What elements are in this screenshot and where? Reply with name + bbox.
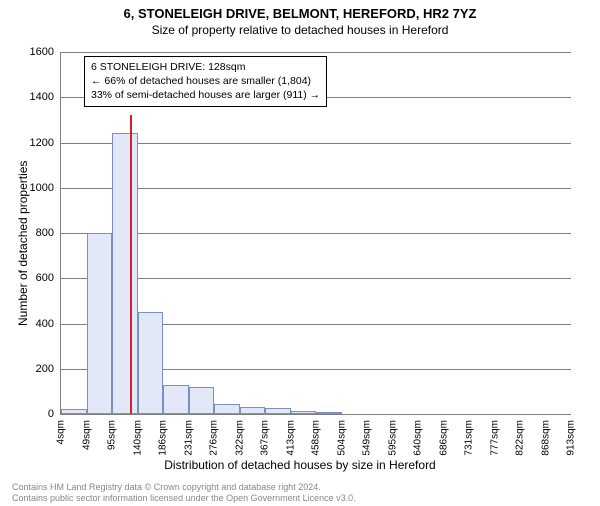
x-tick-label: 458sqm [311,420,322,456]
footer-line-2: Contains public sector information licen… [12,493,356,504]
page-title: 6, STONELEIGH DRIVE, BELMONT, HEREFORD, … [0,6,600,21]
x-tick-label: 868sqm [540,420,551,456]
x-tick-label: 276sqm [209,420,220,456]
x-tick-label: 913sqm [566,420,577,456]
histogram-bar [112,133,138,414]
histogram-bar [189,387,215,414]
histogram-chart: 4sqm49sqm95sqm140sqm186sqm231sqm276sqm32… [60,52,570,414]
y-tick-label: 1000 [14,182,54,194]
y-tick-label: 600 [14,272,54,284]
histogram-bar [265,408,291,414]
histogram-bar [138,312,164,414]
grid-line [61,233,571,234]
annotation-box: 6 STONELEIGH DRIVE: 128sqm ← 66% of deta… [84,56,327,107]
grid-line [61,278,571,279]
y-tick-label: 1200 [14,137,54,149]
histogram-bar [87,233,113,414]
grid-line [61,143,571,144]
histogram-bar [214,404,240,414]
x-tick-label: 4sqm [56,420,67,444]
x-tick-label: 413sqm [285,420,296,456]
x-tick-label: 231sqm [183,420,194,456]
x-tick-label: 777sqm [489,420,500,456]
x-tick-label: 595sqm [387,420,398,456]
histogram-bar [316,412,342,414]
page-subtitle: Size of property relative to detached ho… [0,23,600,37]
y-tick-label: 400 [14,318,54,330]
x-tick-label: 367sqm [260,420,271,456]
x-tick-label: 322sqm [234,420,245,456]
footer-attribution: Contains HM Land Registry data © Crown c… [12,482,356,504]
y-tick-label: 0 [14,408,54,420]
x-axis-label: Distribution of detached houses by size … [0,458,600,472]
x-tick-label: 504sqm [336,420,347,456]
x-tick-label: 549sqm [362,420,373,456]
x-tick-label: 140sqm [132,420,143,456]
property-marker-line [130,115,132,414]
y-tick-label: 1400 [14,91,54,103]
y-tick-label: 1600 [14,46,54,58]
x-tick-label: 186sqm [158,420,169,456]
x-tick-label: 731sqm [464,420,475,456]
grid-line [61,188,571,189]
x-tick-label: 686sqm [438,420,449,456]
footer-line-1: Contains HM Land Registry data © Crown c… [12,482,356,493]
histogram-bar [240,407,266,414]
y-tick-label: 200 [14,363,54,375]
x-tick-label: 640sqm [413,420,424,456]
histogram-bar [163,385,189,414]
annotation-line-2: ← 66% of detached houses are smaller (1,… [91,74,320,88]
x-tick-label: 95sqm [107,420,118,450]
histogram-bar [61,409,87,414]
x-tick-label: 49sqm [81,420,92,450]
x-tick-label: 822sqm [515,420,526,456]
histogram-bar [291,411,317,414]
grid-line [61,52,571,53]
annotation-line-1: 6 STONELEIGH DRIVE: 128sqm [91,60,320,74]
y-tick-label: 800 [14,227,54,239]
annotation-line-3: 33% of semi-detached houses are larger (… [91,88,320,102]
